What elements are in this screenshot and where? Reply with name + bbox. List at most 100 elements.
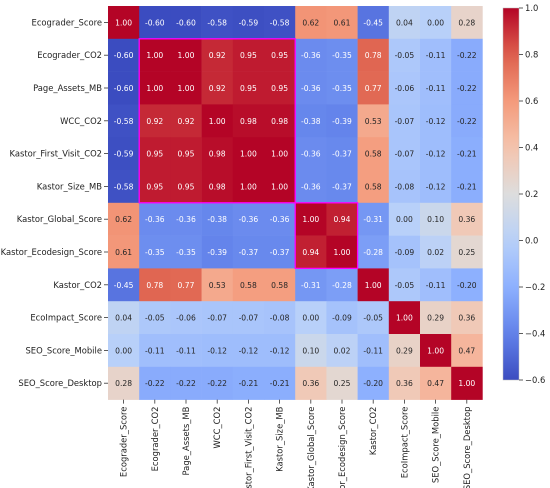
colorbar-tick-label: 0.4 xyxy=(525,143,538,153)
cell-value-label: -0.36 xyxy=(301,150,321,159)
cell-value-label: -0.21 xyxy=(457,182,477,191)
cell-value-label: -0.58 xyxy=(114,117,134,126)
heatmap-cell xyxy=(170,334,202,368)
heatmap-cell xyxy=(357,334,390,368)
x-tick-label: Kastor_Ecodesign_Score xyxy=(337,407,347,488)
heatmap-cell xyxy=(357,366,390,400)
cell-value-label: 0.25 xyxy=(334,379,351,388)
cell-value-label: -0.39 xyxy=(332,117,352,126)
cell-value-label: 0.61 xyxy=(115,248,132,257)
heatmap-cell xyxy=(201,71,234,105)
heatmap-cell xyxy=(108,235,140,269)
cell-value-label: 0.98 xyxy=(209,150,226,159)
cell-value-label: -0.12 xyxy=(426,117,446,126)
cell-value-label: -0.12 xyxy=(270,346,290,355)
heatmap-cell xyxy=(264,71,296,105)
heatmap-cell xyxy=(139,6,171,40)
heatmap-cell xyxy=(201,6,234,40)
cell-value-label: 0.78 xyxy=(365,51,382,60)
heatmap-cell xyxy=(201,334,234,368)
cell-value-label: 0.10 xyxy=(427,215,444,224)
heatmap-cell xyxy=(295,334,327,368)
cell-value-label: 0.92 xyxy=(209,84,226,93)
cell-value-label: -0.11 xyxy=(426,51,446,60)
heatmap-cell xyxy=(170,202,202,236)
cell-value-label: 0.25 xyxy=(458,248,475,257)
cell-value-label: -0.21 xyxy=(457,150,477,159)
heatmap-cell xyxy=(201,366,234,400)
heatmap-cell xyxy=(388,6,421,40)
x-tick-label: Kastor_CO2 xyxy=(368,407,378,456)
colorbar-tick-label: 0.0 xyxy=(525,236,538,246)
y-tick-label: Ecograder_Score xyxy=(32,17,102,27)
cell-value-label: -0.36 xyxy=(270,215,290,224)
heatmap-cell xyxy=(108,301,140,335)
cell-value-label: 1.00 xyxy=(427,346,444,355)
heatmap-cell xyxy=(232,6,265,40)
cell-value-label: -0.07 xyxy=(395,117,415,126)
colorbar-tick-label: 1.0 xyxy=(525,3,538,13)
heatmap-cell xyxy=(264,104,296,138)
heatmap-cell xyxy=(264,202,296,236)
cell-value-label: 0.00 xyxy=(302,314,319,323)
cell-value-label: 1.00 xyxy=(396,314,413,323)
heatmap-cell xyxy=(388,104,421,138)
heatmap-cell xyxy=(326,170,358,204)
heatmap-cell xyxy=(170,301,202,335)
heatmap-cell xyxy=(451,38,483,72)
cell-value-label: 0.95 xyxy=(271,84,288,93)
colorbar xyxy=(502,7,520,381)
cell-value-label: 0.36 xyxy=(458,314,475,323)
colorbar-tick-label: 0.2 xyxy=(525,189,538,199)
heatmap-cell xyxy=(295,301,327,335)
cell-value-label: -0.22 xyxy=(457,117,477,126)
cell-value-label: 0.78 xyxy=(146,281,163,290)
cell-value-label: -0.22 xyxy=(457,51,477,60)
heatmap-cell xyxy=(388,366,421,400)
heatmap-cell xyxy=(357,170,390,204)
heatmap-cell xyxy=(420,104,452,138)
heatmap-cell xyxy=(326,202,358,236)
cell-value-label: -0.06 xyxy=(176,314,196,323)
cell-value-label: 0.98 xyxy=(240,117,257,126)
heatmap-cell xyxy=(388,334,421,368)
heatmap-cell xyxy=(357,137,390,171)
heatmap-cell xyxy=(264,170,296,204)
cell-value-label: 0.28 xyxy=(458,18,475,27)
x-tick-label: Kastor_Size_MB xyxy=(275,406,285,471)
cell-value-label: -0.38 xyxy=(301,117,321,126)
heatmap-cell xyxy=(232,170,265,204)
y-tick-label: EcoImpact_Score xyxy=(30,313,102,323)
heatmap-cell xyxy=(357,38,390,72)
cell-value-label: 0.98 xyxy=(271,117,288,126)
cell-value-label: 0.29 xyxy=(396,346,413,355)
heatmap-cell xyxy=(232,202,265,236)
heatmap-cell xyxy=(420,366,452,400)
cell-value-label: -0.31 xyxy=(363,215,383,224)
heatmap-cell xyxy=(139,71,171,105)
heatmap-cell xyxy=(201,104,234,138)
heatmap-cell xyxy=(295,268,327,302)
heatmap-cell xyxy=(108,170,140,204)
heatmap-cell xyxy=(451,202,483,236)
heatmap-cell xyxy=(201,137,234,171)
cell-value-label: -0.35 xyxy=(176,248,196,257)
cell-value-label: 0.98 xyxy=(209,182,226,191)
heatmap-cell xyxy=(451,268,483,302)
heatmap-cell xyxy=(357,301,390,335)
heatmap-cell xyxy=(326,235,358,269)
cell-value-label: 0.36 xyxy=(458,215,475,224)
heatmap-cell xyxy=(357,71,390,105)
heatmap-cell xyxy=(232,366,265,400)
heatmap-cell xyxy=(451,235,483,269)
cell-value-label: -0.22 xyxy=(457,84,477,93)
heatmap-cell xyxy=(357,6,390,40)
cell-value-label: -0.59 xyxy=(239,18,259,27)
heatmap-cell xyxy=(295,202,327,236)
cell-value-label: -0.37 xyxy=(239,248,259,257)
cell-value-label: -0.11 xyxy=(426,281,446,290)
cell-value-label: 1.00 xyxy=(334,248,351,257)
cell-value-label: -0.08 xyxy=(270,314,290,323)
y-tick-label: Kastor_Global_Score xyxy=(17,214,102,224)
heatmap-cell xyxy=(420,202,452,236)
